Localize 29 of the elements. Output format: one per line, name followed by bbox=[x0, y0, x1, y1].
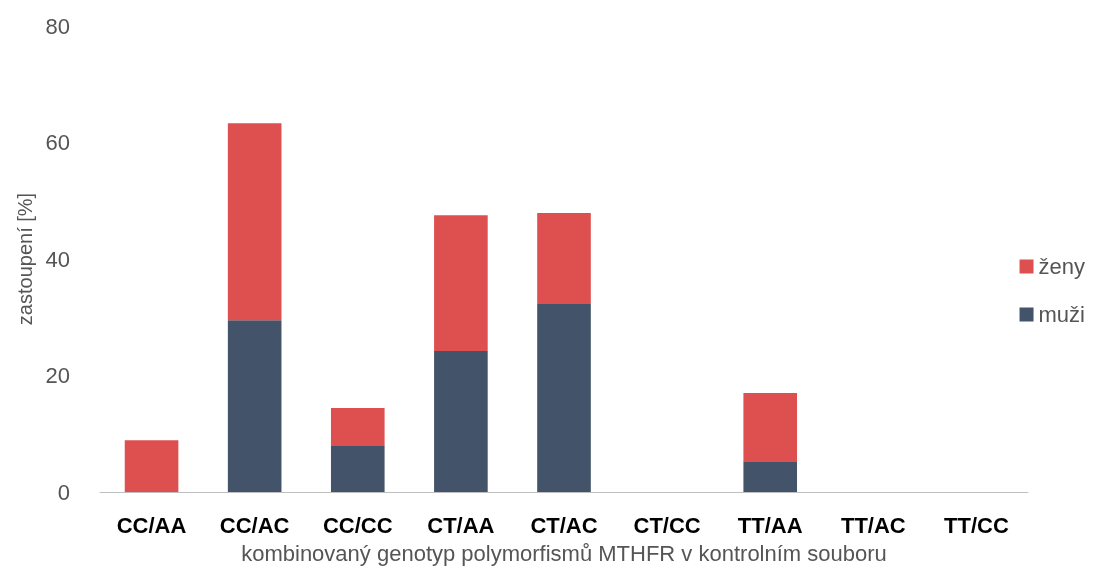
y-tick-label: 20 bbox=[45, 363, 70, 388]
x-tick-label: TT/AC bbox=[840, 512, 906, 538]
bar bbox=[537, 212, 591, 304]
x-tick-label: CT/AC bbox=[530, 512, 598, 538]
legend-label: ženy bbox=[1038, 254, 1086, 279]
bar bbox=[743, 392, 798, 462]
y-tick-label: 0 bbox=[57, 479, 70, 505]
x-tick-label: CT/CC bbox=[633, 512, 701, 538]
bar bbox=[124, 440, 179, 492]
bar bbox=[434, 215, 488, 352]
bar bbox=[227, 123, 282, 321]
x-tick-label: CC/CC bbox=[322, 512, 393, 538]
y-axis-title: zastoupení [%] bbox=[13, 192, 36, 326]
y-tick-label: 40 bbox=[45, 246, 70, 272]
x-axis-title: kombinovaný genotyp polymorfismů MTHFR v kontrolním souboru bbox=[241, 540, 887, 566]
bar bbox=[330, 408, 385, 446]
y-tick-label: 60 bbox=[45, 130, 70, 155]
bar bbox=[743, 461, 798, 492]
bar bbox=[227, 320, 282, 492]
bar bbox=[330, 445, 385, 492]
legend-label: muži bbox=[1038, 302, 1085, 327]
x-tick-label: TT/AA bbox=[737, 512, 803, 538]
x-tick-label: CT/AA bbox=[427, 512, 495, 538]
x-tick-label: TT/CC bbox=[944, 512, 1009, 538]
bar bbox=[434, 351, 488, 492]
bar bbox=[537, 303, 591, 492]
x-tick-label: CC/AA bbox=[116, 512, 187, 538]
x-tick-label: CC/AC bbox=[219, 512, 290, 538]
y-tick-label: 80 bbox=[45, 13, 70, 39]
